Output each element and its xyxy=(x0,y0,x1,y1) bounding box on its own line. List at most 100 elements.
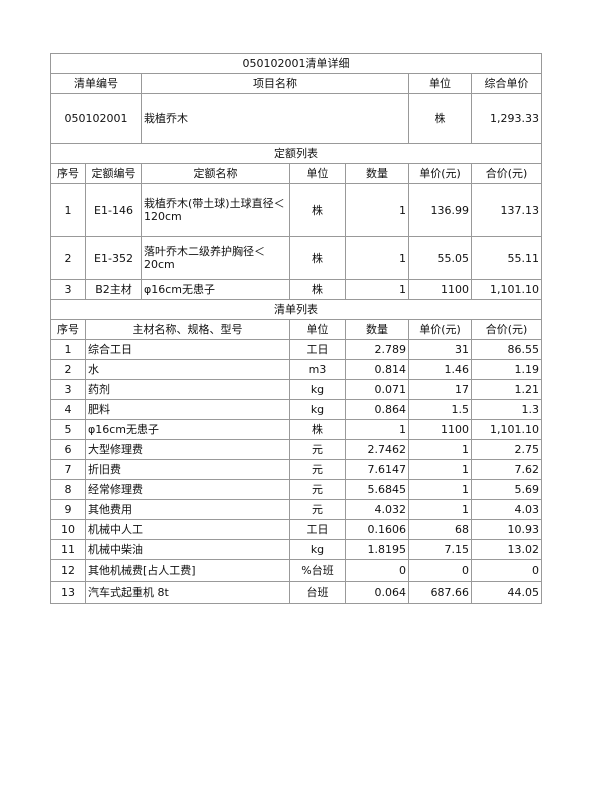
quota-section-row: 定额列表 xyxy=(50,143,542,164)
quota-header-cell: 序号 xyxy=(50,163,86,184)
quota-cell: 2 xyxy=(50,236,86,280)
quota-cell: 1 xyxy=(345,236,409,280)
list-cell: 1 xyxy=(408,479,472,500)
list-cell: 44.05 xyxy=(471,581,542,604)
list-cell: 0.071 xyxy=(345,379,409,400)
list-cell: 31 xyxy=(408,339,472,360)
list-cell: 其他机械费[占人工费] xyxy=(85,559,290,582)
list-cell: 2.7462 xyxy=(345,439,409,460)
list-cell: 元 xyxy=(289,439,346,460)
list-cell: 6 xyxy=(50,439,86,460)
list-cell: 1,101.10 xyxy=(471,419,542,440)
list-section-row: 清单列表 xyxy=(50,299,542,320)
quota-cell: φ16cm无患子 xyxy=(141,279,290,300)
list-cell: 1.46 xyxy=(408,359,472,380)
list-row: 9 其他费用元 4.032 1 4.03 xyxy=(50,499,542,520)
quota-header-row: 序号 定额编号 定额名称 单位 数量 单价(元) 合价(元) xyxy=(50,163,542,184)
bill-unit: 株 xyxy=(408,93,472,144)
list-cell: 10.93 xyxy=(471,519,542,540)
list-cell: kg xyxy=(289,539,346,560)
list-cell: 687.66 xyxy=(408,581,472,604)
list-cell: 1.19 xyxy=(471,359,542,380)
bill-unit-header: 单位 xyxy=(408,73,472,94)
quota-cell: B2主材 xyxy=(85,279,142,300)
list-cell: 8 xyxy=(50,479,86,500)
bill-price-header: 综合单价 xyxy=(471,73,542,94)
list-cell: 药剂 xyxy=(85,379,290,400)
list-header-cell: 主材名称、规格、型号 xyxy=(85,319,290,340)
quota-cell: E1-146 xyxy=(85,183,142,237)
list-cell: 7.15 xyxy=(408,539,472,560)
bill-header-row: 清单编号 项目名称 单位 综合单价 xyxy=(50,73,542,94)
list-cell: 株 xyxy=(289,419,346,440)
quota-cell: 株 xyxy=(289,183,346,237)
list-cell: 肥料 xyxy=(85,399,290,420)
list-cell: 工日 xyxy=(289,519,346,540)
list-cell: 1 xyxy=(408,459,472,480)
list-cell: 2.75 xyxy=(471,439,542,460)
list-header-cell: 序号 xyxy=(50,319,86,340)
list-cell: %台班 xyxy=(289,559,346,582)
list-row: 2 水 m3 0.814 1.46 1.19 xyxy=(50,359,542,380)
list-row: 8 经常修理费元 5.6845 1 5.69 xyxy=(50,479,542,500)
list-cell: 0 xyxy=(408,559,472,582)
list-cell: 5 xyxy=(50,419,86,440)
table-title: 050102001清单详细 xyxy=(50,53,542,74)
bill-price: 1,293.33 xyxy=(471,93,542,144)
list-cell: 11 xyxy=(50,539,86,560)
list-cell: 1.8195 xyxy=(345,539,409,560)
list-row: 1 综合工日 工日 2.789 31 86.55 xyxy=(50,339,542,360)
quota-cell: 55.11 xyxy=(471,236,542,280)
list-cell: 68 xyxy=(408,519,472,540)
list-cell: 3 xyxy=(50,379,86,400)
list-cell: 7.6147 xyxy=(345,459,409,480)
quota-header-cell: 单价(元) xyxy=(408,163,472,184)
quota-header-cell: 单位 xyxy=(289,163,346,184)
list-row: 4 肥料 kg 0.864 1.5 1.3 xyxy=(50,399,542,420)
list-header-cell: 单位 xyxy=(289,319,346,340)
list-cell: 综合工日 xyxy=(85,339,290,360)
list-cell: 0.1606 xyxy=(345,519,409,540)
bill-name: 栽植乔木 xyxy=(141,93,409,144)
quota-cell: 55.05 xyxy=(408,236,472,280)
bill-detail-table: 050102001清单详细 清单编号 项目名称 单位 综合单价 05010200… xyxy=(50,53,542,604)
list-cell: 1 xyxy=(408,499,472,520)
list-cell: m3 xyxy=(289,359,346,380)
quota-cell: 落叶乔木二级养护胸径＜20cm xyxy=(141,236,290,280)
list-cell: φ16cm无患子 xyxy=(85,419,290,440)
list-cell: 1.3 xyxy=(471,399,542,420)
list-row: 6 大型修理费元 2.7462 1 2.75 xyxy=(50,439,542,460)
quota-section-title: 定额列表 xyxy=(50,143,542,164)
list-row: 10 机械中人工 工日 0.1606 68 10.93 xyxy=(50,519,542,540)
list-cell: 86.55 xyxy=(471,339,542,360)
list-row: 13 汽车式起重机 8t 台班 0.064 687.66 44.05 xyxy=(50,581,542,604)
list-cell: 汽车式起重机 8t xyxy=(85,581,290,604)
list-cell: 折旧费 xyxy=(85,459,290,480)
quota-cell: E1-352 xyxy=(85,236,142,280)
title-row: 050102001清单详细 xyxy=(50,53,542,74)
quota-cell: 1100 xyxy=(408,279,472,300)
list-cell: 2 xyxy=(50,359,86,380)
list-cell: 机械中柴油 xyxy=(85,539,290,560)
list-cell: 0.814 xyxy=(345,359,409,380)
list-cell: 元 xyxy=(289,459,346,480)
quota-cell: 株 xyxy=(289,279,346,300)
list-cell: 机械中人工 xyxy=(85,519,290,540)
bill-code-header: 清单编号 xyxy=(50,73,142,94)
list-cell: 台班 xyxy=(289,581,346,604)
quota-row: 2 E1-352 落叶乔木二级养护胸径＜20cm 株 1 55.05 55.11 xyxy=(50,236,542,280)
list-cell: 大型修理费 xyxy=(85,439,290,460)
list-header-cell: 数量 xyxy=(345,319,409,340)
list-cell: 2.789 xyxy=(345,339,409,360)
list-cell: 7.62 xyxy=(471,459,542,480)
list-cell: 其他费用 xyxy=(85,499,290,520)
list-cell: 13.02 xyxy=(471,539,542,560)
list-header-cell: 合价(元) xyxy=(471,319,542,340)
bill-code: 050102001 xyxy=(50,93,142,144)
list-cell: 0 xyxy=(471,559,542,582)
quota-cell: 136.99 xyxy=(408,183,472,237)
bill-row: 050102001 栽植乔木 株 1,293.33 xyxy=(50,93,542,144)
list-cell: 1 xyxy=(345,419,409,440)
quota-cell: 株 xyxy=(289,236,346,280)
list-cell: 1.21 xyxy=(471,379,542,400)
